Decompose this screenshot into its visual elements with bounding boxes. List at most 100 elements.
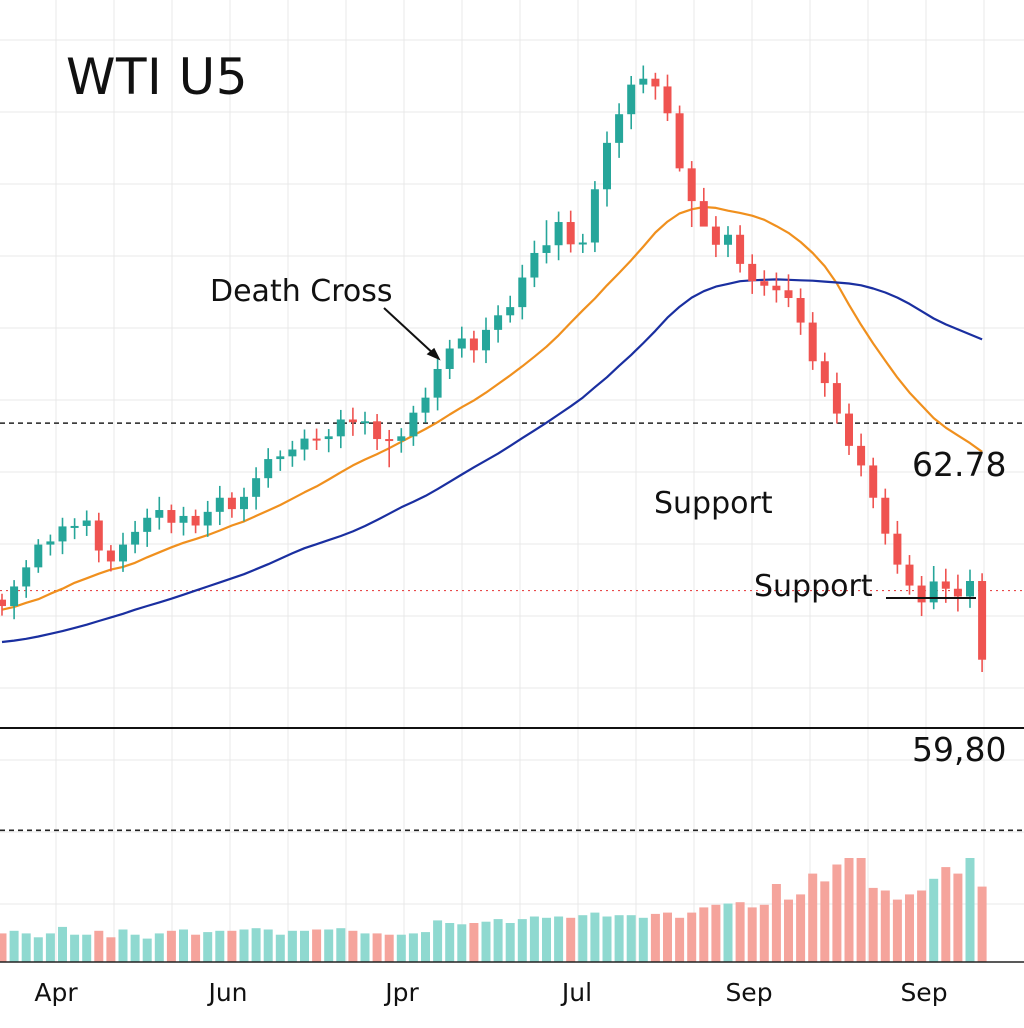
volume-bar <box>324 929 334 962</box>
annotation-support-lower: Support <box>754 569 873 604</box>
candle-body <box>518 277 527 308</box>
x-tick-label: Jpr <box>385 978 419 1007</box>
candle-body <box>566 222 575 245</box>
candle-body <box>191 515 200 526</box>
volume-bar <box>9 930 19 962</box>
candle-body <box>276 456 285 460</box>
volume-bar <box>711 904 721 962</box>
candle-body <box>796 298 805 323</box>
volume-bar <box>142 938 152 962</box>
volume-bar <box>227 930 237 962</box>
candle-body <box>46 541 55 545</box>
volume-bar <box>505 923 515 962</box>
candle-body <box>106 550 115 562</box>
volume-bar <box>626 915 636 962</box>
candle-body <box>784 290 793 299</box>
chart-title: WTI U5 <box>66 48 249 106</box>
candle-body <box>264 459 273 479</box>
volume-bar <box>312 929 322 962</box>
candle-body <box>324 436 333 440</box>
candle-body <box>385 439 394 442</box>
candle-body <box>857 445 866 466</box>
candle-body <box>203 511 212 526</box>
candle-body <box>82 520 91 526</box>
candle-body <box>590 189 599 243</box>
candle-body <box>421 397 430 413</box>
candle-body <box>772 285 781 291</box>
candle-body <box>361 421 369 424</box>
price-label-lower: 59,80 <box>912 730 1007 769</box>
candle-body <box>663 86 672 114</box>
volume-bar <box>179 929 188 962</box>
volume-bar <box>33 937 43 962</box>
volume-bar <box>542 917 551 962</box>
candle-body <box>881 497 890 534</box>
volume-bar <box>820 881 830 962</box>
volume-bar <box>251 928 261 962</box>
volume-bar <box>868 887 878 962</box>
candle-body <box>941 581 950 589</box>
volume-bar <box>747 907 757 962</box>
volume-bar <box>699 907 709 962</box>
volume-bar <box>239 929 249 962</box>
candle-body <box>603 142 611 190</box>
volume-bar <box>663 912 672 962</box>
candle-body <box>300 438 309 450</box>
volume-bar <box>433 920 443 962</box>
candle-body <box>143 517 152 532</box>
volume-bar <box>638 917 648 962</box>
volume-bar <box>396 934 406 962</box>
candle-body <box>482 329 490 351</box>
volume-bar <box>929 878 939 962</box>
candle-body <box>433 368 442 398</box>
volume-bar <box>808 873 818 962</box>
x-tick-label: Sep <box>900 978 948 1007</box>
candle-body <box>506 307 515 316</box>
volume-bar <box>130 934 140 962</box>
x-tick-label: Jul <box>561 978 593 1007</box>
candle-body <box>893 533 902 565</box>
candle-body <box>240 496 248 510</box>
candle-body <box>119 544 127 562</box>
volume-bar <box>602 916 612 962</box>
volume-bar <box>566 917 576 962</box>
death-cross-arrow <box>383 307 437 357</box>
volume-bar <box>263 929 273 962</box>
candle-body <box>832 383 841 414</box>
volume-bar <box>905 894 914 962</box>
candle-body <box>0 599 6 607</box>
candle-body <box>639 78 648 85</box>
candle-body <box>494 315 503 330</box>
candle-body <box>978 581 987 660</box>
candle-body <box>373 421 382 440</box>
volume-bar <box>880 890 890 962</box>
candle-body <box>615 114 624 143</box>
volume-bar <box>650 913 660 962</box>
candle-body <box>929 581 938 603</box>
candle-body <box>155 510 164 518</box>
candle-body <box>530 252 539 278</box>
volume-bar <box>408 933 418 962</box>
candle-body <box>22 567 31 587</box>
candle-body <box>94 520 103 551</box>
volume-bar <box>941 867 951 962</box>
volume-bar <box>154 933 164 962</box>
volume-bar <box>832 864 842 962</box>
volume-bar <box>784 899 793 962</box>
volume-bar <box>892 899 902 962</box>
candle-body <box>336 419 345 437</box>
x-tick-label: Sep <box>725 978 773 1007</box>
volume-bar <box>445 923 455 962</box>
candle-body <box>179 515 188 523</box>
candle-body <box>711 226 720 245</box>
candle-body <box>469 338 478 351</box>
candle-body <box>215 497 224 512</box>
x-tick-label: Jun <box>208 978 248 1007</box>
volume-bar <box>372 933 382 962</box>
candle-body <box>966 581 974 597</box>
candle-body <box>34 544 43 568</box>
volume-bar <box>106 937 116 962</box>
volume-bar <box>856 858 866 962</box>
volume-bar <box>844 858 854 962</box>
